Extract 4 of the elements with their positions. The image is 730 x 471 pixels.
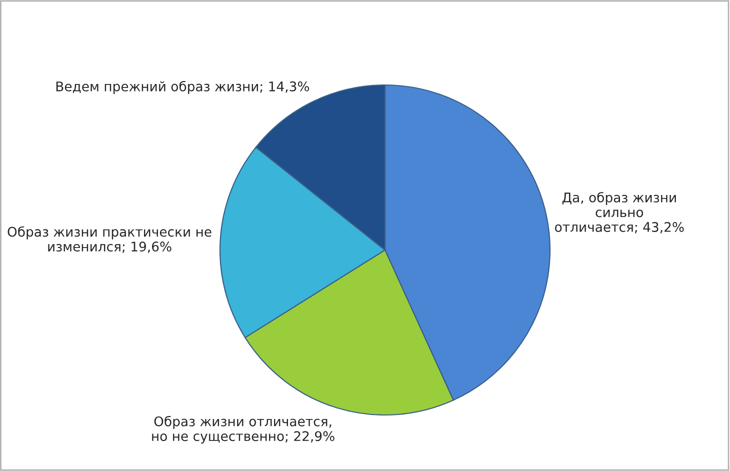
slice-label: Ведем прежний образ жизни; 14,3% xyxy=(56,80,310,94)
slice-label: Образ жизни практически не изменился; 19,6% xyxy=(8,226,212,253)
slice-label: Да, образ жизни сильно отличается; 43,2% xyxy=(555,192,684,234)
slice-label: Образ жизни отличается, но не существенно; 22,9% xyxy=(152,416,334,444)
